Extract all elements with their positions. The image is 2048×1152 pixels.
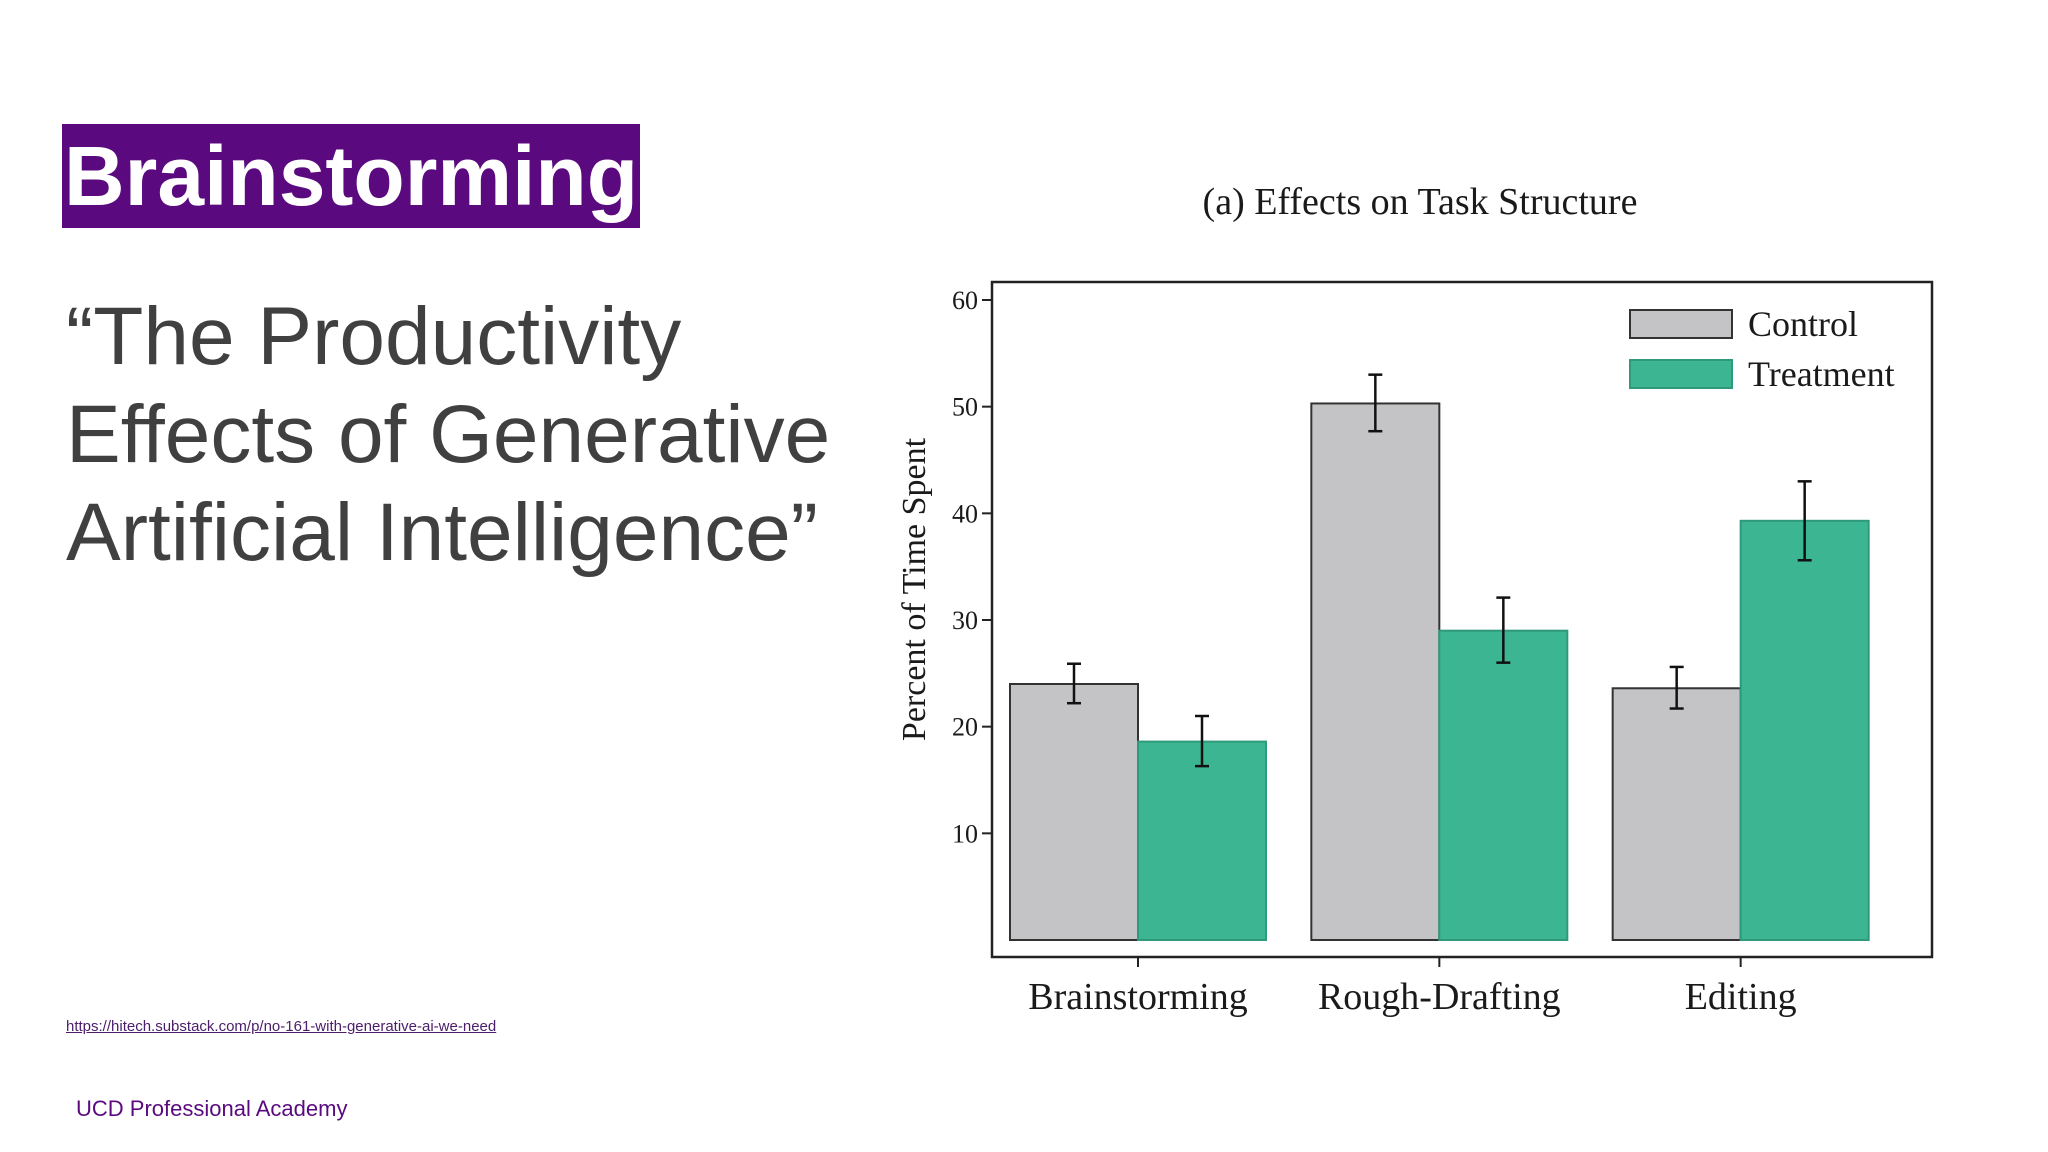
y-tick-label: 40: [952, 499, 978, 528]
bar-chart: (a) Effects on Task Structure Percent of…: [896, 181, 1934, 1018]
bar-treatment-brainstorming: [1137, 740, 1267, 941]
x-axis-ticks: Brainstorming Rough-Drafting Editing: [1028, 957, 1797, 1018]
y-tick-label: 20: [952, 713, 978, 742]
x-tick-label: Brainstorming: [1028, 976, 1248, 1018]
error-bars: [1067, 373, 1812, 768]
legend-swatch-control: [1629, 309, 1733, 339]
legend-label-treatment: Treatment: [1748, 354, 1895, 394]
legend-label-control: Control: [1748, 304, 1858, 344]
bar-control-editing: [1611, 687, 1742, 941]
slide-title: Brainstorming: [62, 124, 641, 228]
source-link[interactable]: https://hitech.substack.com/p/no-161-wit…: [66, 1018, 497, 1035]
bar-treatment-editing: [1739, 519, 1870, 941]
x-tick-label: Editing: [1685, 976, 1797, 1018]
y-tick-label: 30: [952, 606, 978, 635]
y-tick-label: 10: [952, 819, 978, 848]
y-axis-label: Percent of Time Spent: [896, 437, 933, 741]
legend: Control Treatment: [1629, 304, 1895, 394]
y-tick-label: 50: [952, 393, 978, 422]
x-tick-label: Rough-Drafting: [1318, 976, 1561, 1018]
legend-swatch-treatment: [1629, 359, 1733, 389]
y-axis-ticks: 10 20 30 40 50 60: [952, 286, 992, 848]
bar-treatment-rough-drafting: [1438, 629, 1569, 941]
y-tick-label: 60: [952, 286, 978, 315]
paper-title-quote: “The Productivity Effects of Generative …: [66, 291, 831, 578]
chart-title: (a) Effects on Task Structure: [1203, 181, 1638, 223]
bars: [1009, 402, 1870, 941]
bar-control-brainstorming: [1009, 683, 1139, 941]
bar-control-rough-drafting: [1310, 402, 1441, 941]
footer-brand: UCD Professional Academy: [76, 1096, 348, 1121]
